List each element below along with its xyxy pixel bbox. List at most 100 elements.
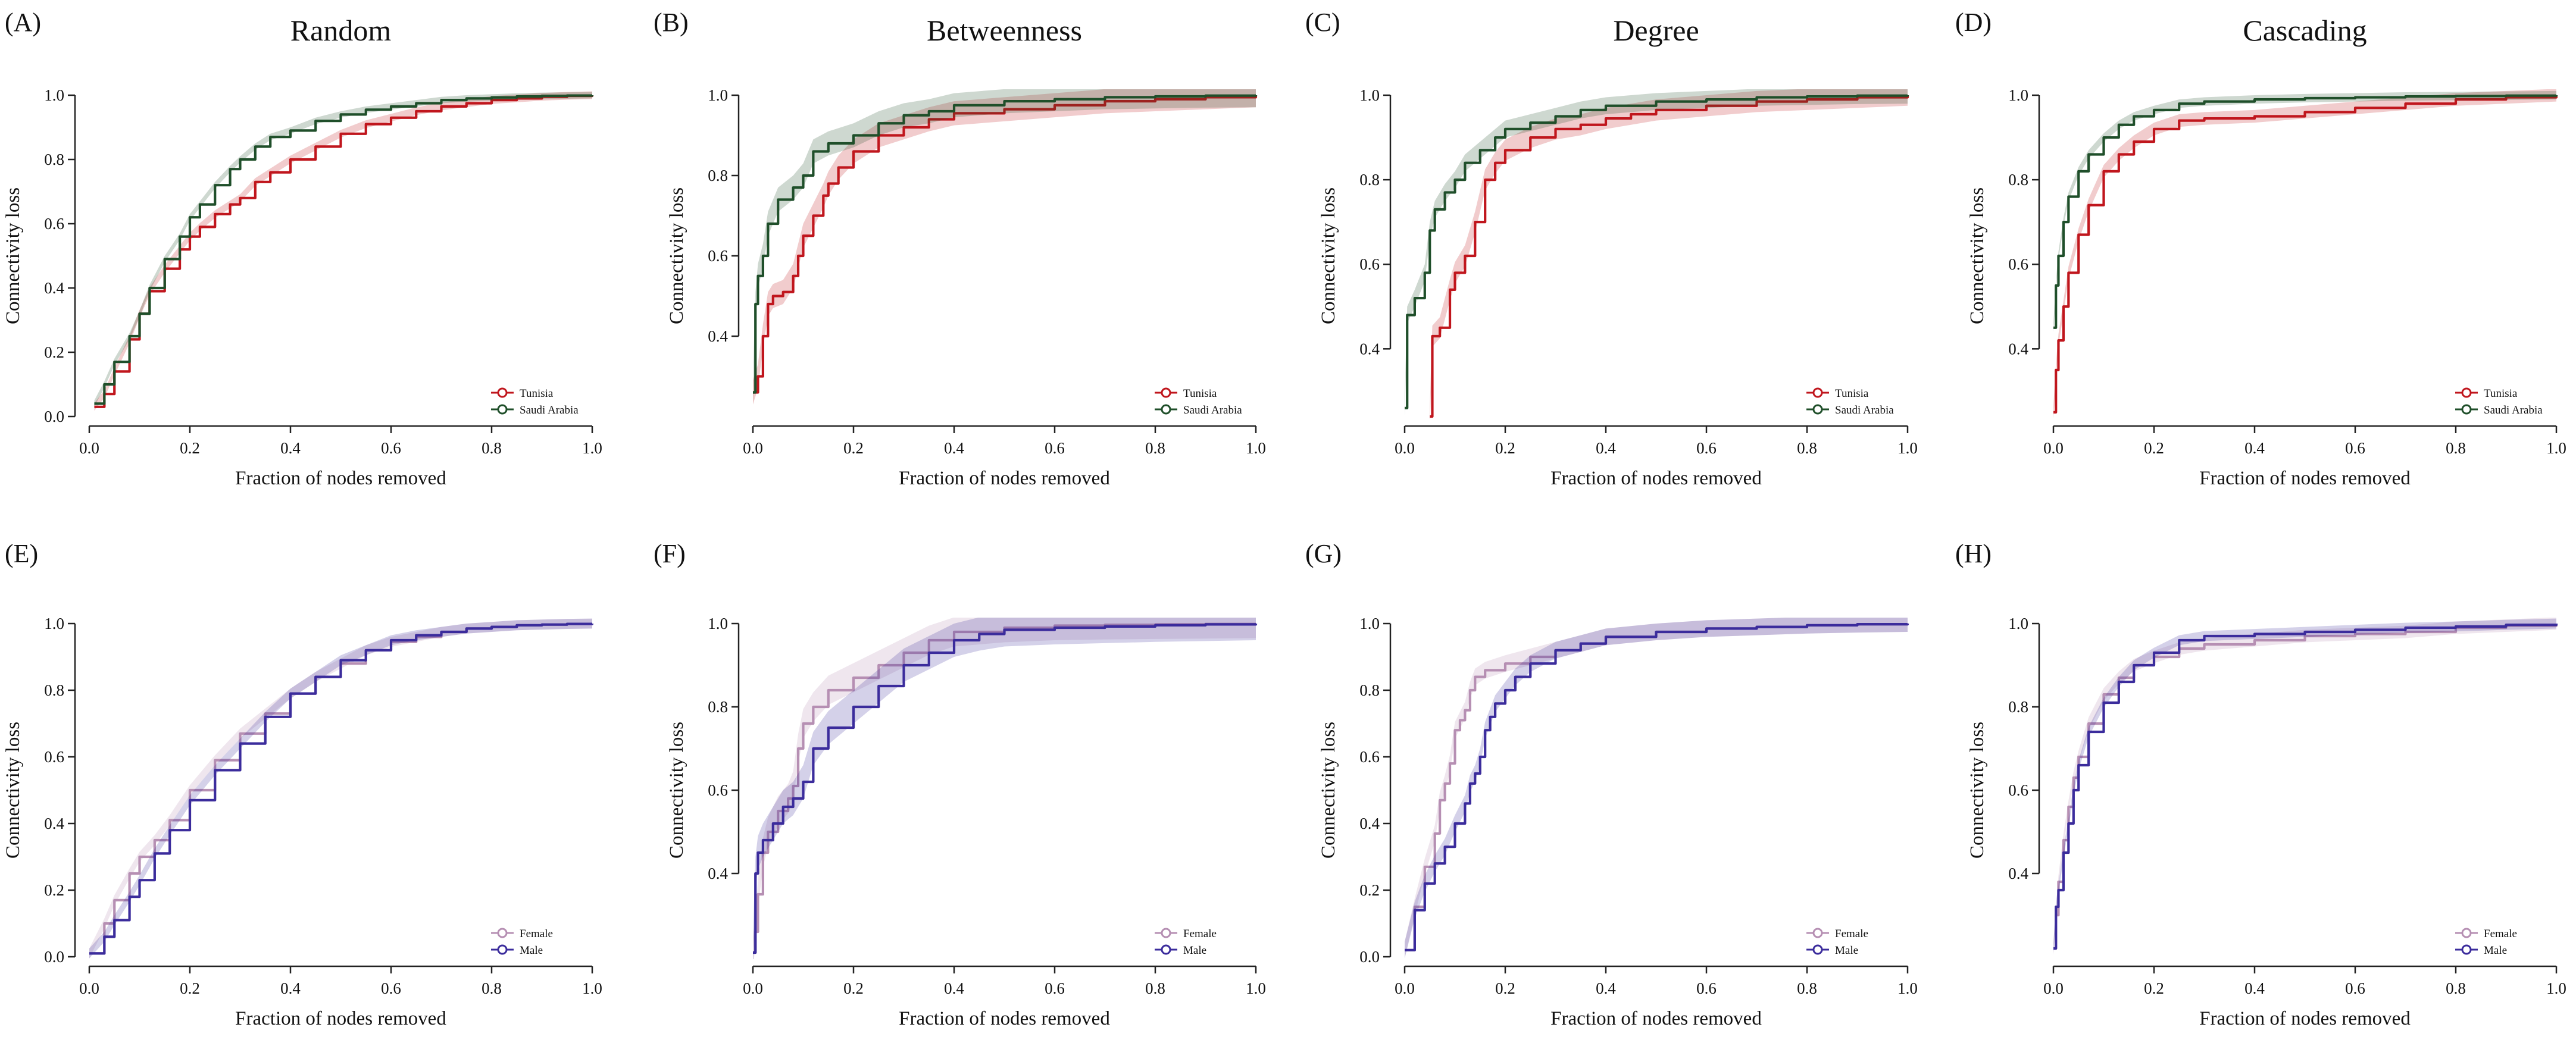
x-tick-label: 0.6: [2345, 979, 2365, 997]
y-tick-label: 1.0: [1359, 86, 1380, 104]
legend-label: Male: [2484, 944, 2507, 957]
y-tick-label: 0.2: [44, 343, 64, 361]
series-band: [2053, 90, 2556, 332]
panel-letter: (G): [1305, 539, 1342, 568]
legend-marker: [497, 387, 508, 398]
y-axis-title: Connectivity loss: [666, 722, 687, 859]
legend-label: Saudi Arabia: [520, 404, 579, 417]
plot-area: [753, 618, 1258, 959]
x-tick-label: 0.0: [1395, 979, 1415, 997]
x-tick-label: 0.2: [1495, 439, 1515, 457]
x-tick-label: 0.8: [2446, 979, 2466, 997]
y-tick-label: 0.0: [44, 408, 64, 425]
x-tick-label: 0.2: [843, 439, 864, 457]
x-axis-title: Fraction of nodes removed: [235, 1008, 446, 1029]
series-line-male: [753, 623, 1258, 954]
plot-area: [89, 618, 594, 959]
y-tick-label: 1.0: [2008, 86, 2028, 104]
y-tick-label: 0.8: [708, 698, 728, 716]
series-band: [94, 92, 592, 407]
panel-letter: (D): [1955, 8, 1992, 37]
y-axis-title: Connectivity loss: [666, 187, 687, 324]
panel-letter: (E): [5, 539, 38, 568]
panel-title: Betweenness: [927, 14, 1082, 47]
legend-marker: [2461, 387, 2472, 398]
x-tick-label: 0.8: [482, 439, 502, 457]
y-tick-label: 0.4: [2008, 340, 2028, 358]
y-tick-label: 0.4: [708, 865, 728, 882]
y-tick-label: 0.8: [2008, 171, 2028, 189]
y-axis-title: Connectivity loss: [1318, 187, 1339, 324]
x-tick-label: 0.8: [1145, 439, 1165, 457]
y-tick-label: 0.6: [1359, 748, 1380, 766]
x-axis-title: Fraction of nodes removed: [1550, 1008, 1762, 1029]
x-tick-label: 1.0: [582, 979, 602, 997]
series-band: [1405, 618, 1908, 959]
series-band: [753, 618, 1256, 959]
legend-marker: [1161, 404, 1171, 415]
series-band: [753, 618, 1256, 959]
legend-marker: [1812, 404, 1823, 415]
series-band: [2053, 89, 2556, 419]
x-tick-label: 0.6: [1696, 439, 1717, 457]
x-tick-label: 0.6: [1045, 439, 1065, 457]
panel-letter: (F): [654, 539, 686, 568]
panel-f: (F) 0.0 0.2 0.4 0.6 0.8 1.0 0.4 0.6 0.8 1.0 Fractio…: [654, 539, 1266, 1029]
legend-label: Female: [1183, 928, 1217, 940]
panel-letter: (A): [5, 8, 41, 37]
x-tick-label: 1.0: [582, 439, 602, 457]
y-tick-label: 0.8: [1359, 681, 1380, 699]
legend: Tunisia Saudi Arabia: [1806, 387, 1894, 417]
legend-label: Female: [2484, 928, 2517, 940]
panel-letter: (B): [654, 8, 689, 37]
y-tick-label: 0.4: [44, 815, 64, 832]
plot-area: [753, 89, 1258, 405]
series-line-saudi-arabia: [753, 94, 1258, 394]
legend: Tunisia Saudi Arabia: [2455, 387, 2543, 417]
legend: Tunisia Saudi Arabia: [1155, 387, 1242, 417]
x-tick-label: 1.0: [1246, 439, 1266, 457]
y-tick-label: 0.6: [44, 748, 64, 766]
y-tick-label: 0.8: [2008, 698, 2028, 716]
x-axis-title: Fraction of nodes removed: [2199, 1008, 2411, 1029]
y-tick-label: 0.8: [44, 681, 64, 699]
legend-label: Saudi Arabia: [2484, 404, 2543, 417]
legend-label: Saudi Arabia: [1835, 404, 1894, 417]
x-tick-label: 0.6: [381, 979, 401, 997]
legend-label: Male: [1835, 944, 1858, 957]
legend-label: Female: [520, 928, 553, 940]
legend-marker: [2461, 404, 2472, 415]
panel-letter: (C): [1305, 8, 1340, 37]
x-tick-label: 0.4: [944, 979, 964, 997]
x-tick-label: 0.4: [280, 979, 301, 997]
legend: Female Male: [491, 928, 553, 957]
series-band: [1405, 89, 1908, 417]
legend-marker: [497, 944, 508, 955]
series-band: [89, 618, 592, 959]
y-tick-label: 1.0: [1359, 615, 1380, 632]
y-tick-label: 0.4: [708, 327, 728, 345]
x-tick-label: 0.6: [2345, 439, 2365, 457]
legend-marker: [2461, 928, 2472, 938]
legend-marker: [1812, 928, 1823, 938]
x-tick-label: 0.0: [743, 439, 763, 457]
x-axis-title: Fraction of nodes removed: [899, 1008, 1110, 1029]
x-tick-label: 0.4: [1596, 439, 1616, 457]
y-axis-title: Connectivity loss: [1967, 722, 1988, 859]
x-tick-label: 0.6: [1696, 979, 1717, 997]
y-tick-label: 1.0: [44, 615, 64, 632]
y-tick-label: 1.0: [708, 615, 728, 632]
y-axis-title: Connectivity loss: [1318, 722, 1339, 859]
panel-e: (E) 0.0 0.2 0.4 0.6 0.8 1.0 0.0 0.2 0.4 0.6 0.8 1.0 F…: [2, 539, 602, 1029]
series-band: [2053, 618, 2556, 954]
x-tick-label: 0.8: [1797, 439, 1817, 457]
series-line-male: [89, 622, 594, 955]
y-tick-label: 0.6: [2008, 255, 2028, 273]
x-tick-label: 0.8: [1797, 979, 1817, 997]
x-axis-title: Fraction of nodes removed: [899, 468, 1110, 489]
x-tick-label: 0.6: [1045, 979, 1065, 997]
legend-label: Saudi Arabia: [1183, 404, 1242, 417]
x-tick-label: 0.6: [381, 439, 401, 457]
x-axis-title: Fraction of nodes removed: [235, 468, 446, 489]
